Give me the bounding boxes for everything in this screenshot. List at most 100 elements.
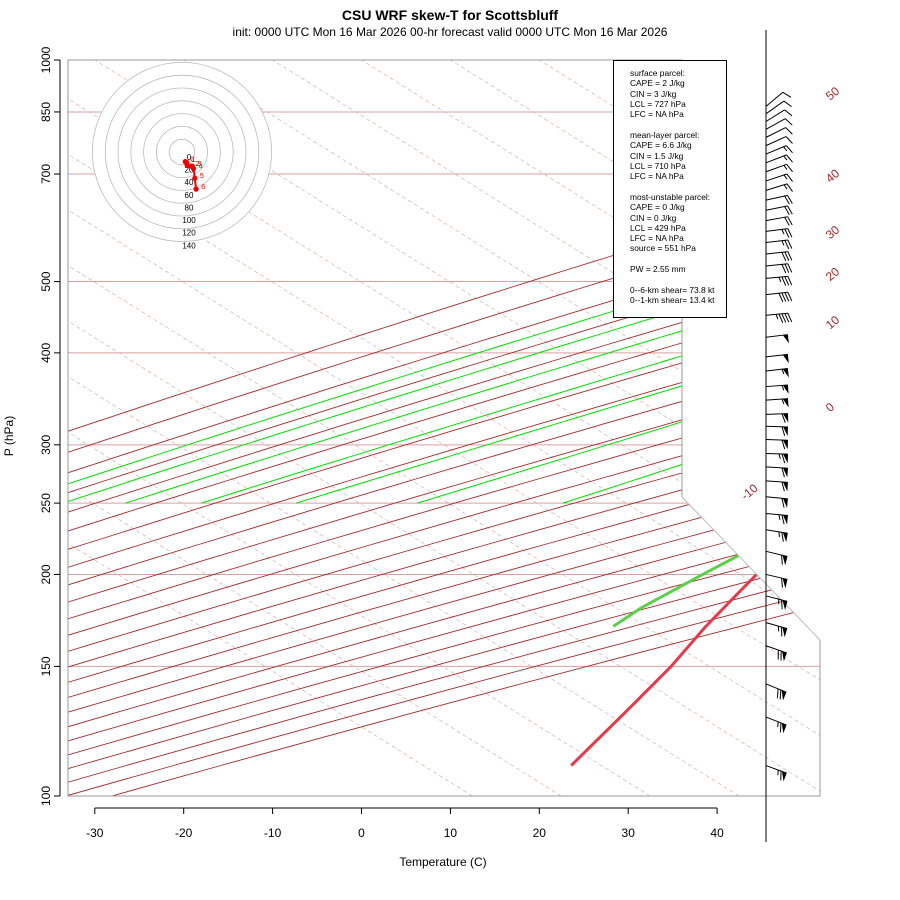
hodograph-ring bbox=[104, 74, 260, 230]
wind-barb-shaft bbox=[765, 154, 787, 164]
wind-barb-shaft bbox=[765, 513, 788, 517]
y-axis-label: P (hPa) bbox=[2, 416, 16, 456]
wind-barb bbox=[765, 334, 789, 344]
y-tick-label: 1000 bbox=[39, 46, 53, 73]
hodograph-ring-label: 60 bbox=[185, 191, 194, 200]
isotherm-line bbox=[68, 60, 820, 796]
info-line: CAPE = 6.6 J/kg bbox=[630, 140, 692, 151]
wind-barb bbox=[765, 398, 789, 408]
hodograph-point bbox=[192, 175, 198, 181]
wind-barb-full bbox=[781, 532, 784, 542]
wind-barb-shaft bbox=[765, 716, 787, 726]
wind-barb bbox=[765, 529, 788, 543]
wind-barb-full bbox=[785, 136, 793, 144]
wind-barb-full bbox=[784, 276, 790, 286]
x-tick-label: 40 bbox=[710, 826, 724, 840]
hodograph-point-label: 2 bbox=[195, 159, 199, 168]
wind-barb-shaft bbox=[765, 109, 785, 122]
info-line: LCL = 727 hPa bbox=[630, 98, 686, 109]
wind-barb-full bbox=[784, 118, 793, 126]
isotherm-line bbox=[68, 60, 820, 796]
hodograph-point-label: 1 bbox=[191, 155, 195, 164]
hodograph-point-label: 6 bbox=[201, 182, 205, 191]
hodograph-point bbox=[190, 166, 197, 172]
moist-adiabat bbox=[201, 60, 820, 504]
y-tick-label: 700 bbox=[39, 164, 53, 184]
wind-barb-shaft bbox=[765, 91, 784, 107]
wind-barb-full bbox=[781, 292, 787, 302]
wind-barb-shaft bbox=[765, 275, 788, 279]
isotherm-label: -10 bbox=[738, 481, 761, 503]
wind-barb bbox=[765, 683, 787, 701]
wind-barb-full bbox=[787, 276, 793, 286]
wind-barb-shaft bbox=[765, 452, 789, 455]
info-line: source = 551 hPa bbox=[630, 243, 696, 254]
wind-barb-full bbox=[785, 127, 793, 135]
y-tick-label: 850 bbox=[39, 102, 53, 122]
hodograph-ring bbox=[92, 62, 272, 242]
wind-barb-shaft bbox=[765, 183, 788, 191]
x-tick-label: -10 bbox=[264, 826, 282, 840]
wind-barb-flag bbox=[782, 368, 789, 378]
wind-barb bbox=[765, 573, 788, 589]
info-line: CIN = 3 J/kg bbox=[630, 88, 677, 99]
isotherm-line bbox=[716, 60, 820, 796]
hodograph-point-label: 4 bbox=[199, 162, 203, 171]
wind-barb-flag bbox=[782, 454, 788, 464]
isotherm-label: 30 bbox=[823, 222, 842, 242]
wind-barb bbox=[765, 194, 793, 205]
wind-barb-full bbox=[781, 481, 785, 492]
wind-barb-shaft bbox=[765, 683, 787, 693]
wind-barb-full bbox=[787, 251, 793, 261]
wind-barb-full bbox=[781, 555, 783, 565]
wind-barb-full bbox=[787, 263, 793, 273]
wind-barb-full bbox=[787, 239, 793, 249]
wind-barb-shaft bbox=[765, 173, 788, 182]
isotherm-label: 50 bbox=[823, 84, 842, 104]
dry-adiabat bbox=[68, 60, 820, 796]
wind-barb-full bbox=[784, 240, 790, 250]
wind-barb bbox=[765, 91, 792, 107]
y-tick-label: 500 bbox=[39, 271, 53, 291]
wind-barb-half bbox=[783, 184, 788, 190]
wind-barb-full bbox=[786, 154, 793, 163]
wind-barb bbox=[765, 216, 793, 226]
chart-title: CSU WRF skew-T for Scottsbluff bbox=[341, 7, 559, 23]
wind-barb-full bbox=[784, 206, 790, 215]
wind-barb-half bbox=[781, 229, 785, 235]
info-line: LCL = 710 hPa bbox=[630, 160, 686, 171]
hodograph-ring-label: 40 bbox=[185, 178, 194, 187]
wind-barb-flag bbox=[782, 440, 788, 450]
precipitable-water-block: PW = 2.55 mm bbox=[630, 264, 726, 274]
wind-barb bbox=[765, 263, 793, 274]
wind-barb-flag bbox=[782, 600, 788, 611]
y-tick-label: 150 bbox=[39, 656, 53, 676]
y-tick-label: 250 bbox=[39, 493, 53, 513]
wind-barb bbox=[765, 413, 789, 423]
wind-barb-flag bbox=[782, 384, 789, 394]
wind-barb-shaft bbox=[765, 100, 785, 115]
x-tick-label: 30 bbox=[622, 826, 636, 840]
wind-barbs bbox=[765, 91, 793, 782]
hodograph-ring-label: 100 bbox=[182, 216, 196, 225]
wind-barb-full bbox=[787, 195, 793, 204]
wind-barb-shaft bbox=[765, 118, 786, 130]
isotherm-line bbox=[272, 60, 820, 796]
wind-barb bbox=[765, 154, 793, 164]
mixing-ratio-line bbox=[826, 60, 900, 353]
wind-barb-full bbox=[781, 498, 785, 508]
hodograph-ring-label: 120 bbox=[182, 229, 196, 238]
wind-barb-full bbox=[784, 251, 790, 261]
wind-barb bbox=[765, 645, 787, 662]
hodograph-ring-label: 80 bbox=[185, 203, 194, 212]
wind-barb-half bbox=[783, 146, 788, 152]
wind-barb-full bbox=[786, 164, 793, 173]
wind-barb-shaft bbox=[765, 466, 788, 469]
hodograph-ring bbox=[143, 113, 221, 191]
wind-barb-full bbox=[784, 292, 790, 302]
hodograph-point-label: 0 bbox=[190, 155, 194, 164]
hodograph-ring bbox=[168, 138, 196, 166]
wind-barb bbox=[765, 205, 793, 215]
info-line: surface parcel: bbox=[630, 68, 685, 78]
wind-barb-flag bbox=[782, 398, 789, 408]
